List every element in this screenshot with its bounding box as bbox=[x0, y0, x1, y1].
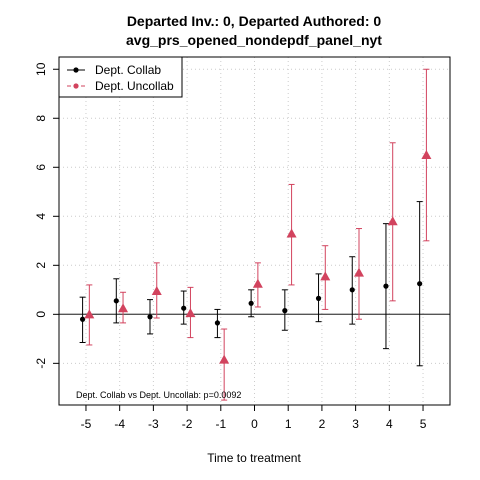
series-1 bbox=[84, 68, 432, 401]
data-point bbox=[248, 300, 254, 306]
y-tick-label: 0 bbox=[34, 311, 48, 318]
legend-marker bbox=[73, 67, 79, 73]
legend: Dept. Collab Dept. Uncollab bbox=[58, 56, 183, 98]
data-point bbox=[113, 298, 119, 304]
data-point bbox=[387, 216, 398, 226]
data-point bbox=[84, 309, 95, 319]
data-point bbox=[353, 267, 364, 277]
x-axis-label: Time to treatment bbox=[207, 451, 301, 465]
data-point bbox=[181, 305, 187, 311]
data-point bbox=[320, 271, 331, 281]
data-point bbox=[151, 286, 162, 296]
data-point bbox=[315, 295, 322, 301]
data-point bbox=[214, 320, 221, 326]
data-point bbox=[185, 308, 196, 318]
data-point bbox=[349, 287, 355, 293]
series-0 bbox=[79, 201, 423, 367]
y-tick-label: 6 bbox=[34, 164, 48, 171]
x-tick-label: 0 bbox=[251, 417, 258, 431]
series-layer bbox=[79, 68, 432, 401]
data-point bbox=[286, 228, 297, 238]
x-tick-label: 2 bbox=[319, 417, 326, 431]
x-tick-label: 1 bbox=[285, 417, 292, 431]
grid bbox=[59, 57, 450, 405]
y-axis: -2 0 2 4 6 8 10 bbox=[34, 62, 60, 369]
data-point bbox=[282, 308, 288, 314]
p-value-annotation: Dept. Collab vs Dept. Uncollab: p=0.0092 bbox=[76, 390, 241, 400]
y-tick-label: -2 bbox=[34, 358, 48, 369]
legend-label: Dept. Collab bbox=[95, 63, 161, 77]
x-tick-label: 5 bbox=[420, 417, 427, 431]
x-tick-label: -4 bbox=[114, 417, 125, 431]
data-point bbox=[147, 314, 153, 320]
x-tick-label: 4 bbox=[386, 417, 393, 431]
data-point bbox=[252, 278, 263, 288]
x-tick-label: -5 bbox=[81, 417, 92, 431]
y-tick-label: 4 bbox=[34, 213, 48, 220]
data-point bbox=[79, 316, 86, 322]
legend-marker bbox=[73, 83, 79, 89]
data-point bbox=[421, 150, 432, 160]
data-point bbox=[118, 303, 129, 313]
data-point bbox=[383, 283, 389, 289]
x-axis: -5 -4 -3 -2 -1 0 1 2 3 4 5 bbox=[81, 404, 427, 431]
x-tick-label: 3 bbox=[352, 417, 359, 431]
x-tick-label: -1 bbox=[215, 417, 226, 431]
data-point bbox=[219, 354, 230, 364]
legend-box bbox=[58, 56, 183, 98]
chart-title: Departed Inv.: 0, Departed Authored: 0 bbox=[127, 13, 382, 29]
y-tick-label: 8 bbox=[34, 115, 48, 122]
chart-subtitle: avg_prs_opened_nondepdf_panel_nyt bbox=[126, 32, 382, 48]
legend-label: Dept. Uncollab bbox=[95, 79, 174, 93]
x-tick-label: -2 bbox=[182, 417, 193, 431]
y-tick-label: 2 bbox=[34, 262, 48, 269]
x-tick-label: -3 bbox=[148, 417, 159, 431]
y-tick-label: 10 bbox=[34, 62, 48, 76]
data-point bbox=[417, 281, 423, 287]
